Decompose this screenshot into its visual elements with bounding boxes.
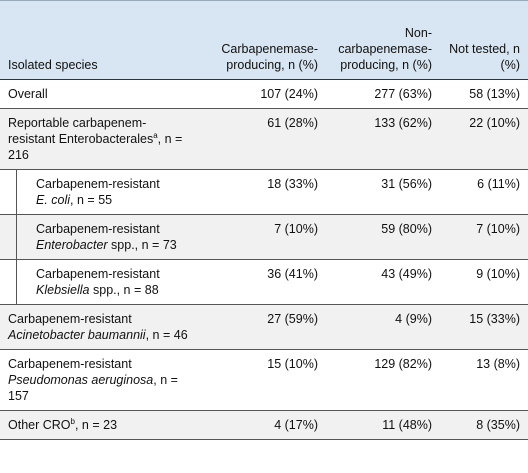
value-cell: 18 (33%) (267, 177, 318, 191)
value-cell: 31 (56%) (381, 177, 432, 191)
species-italic: Enterobacter (36, 238, 108, 252)
species-italic: Acinetobacter baumannii (8, 328, 146, 342)
footnote-mark: b (70, 416, 75, 426)
value-cell: 133 (62%) (374, 116, 432, 130)
value-cell: 11 (48%) (382, 418, 432, 432)
species-name: Overall (8, 87, 48, 101)
column-header: Isolated species (8, 58, 98, 72)
table-row: Carbapenem-resistant E. coli, n = 55 18 (3… (0, 169, 528, 215)
header-row: Isolated species Carbapenemase-producing,… (0, 0, 528, 80)
table-row: Carbapenem-resistant Pseudomonas aerugino… (0, 350, 528, 411)
table-row: Carbapenem-resistant Enterobacter spp., n… (0, 214, 528, 260)
value-cell: 43 (49%) (381, 267, 432, 281)
species-count: , n = 216 (8, 132, 183, 162)
value-cell: 9 (10%) (476, 267, 520, 281)
table-row: Carbapenem-resistant Acinetobacter bauman… (0, 304, 528, 350)
species-italic: E. coli (36, 193, 71, 207)
species-cell: Carbapenem-resistant E. coli, n = 55 (0, 169, 196, 215)
species-cell: Carbapenem-resistant Klebsiella spp., n =… (0, 259, 196, 305)
value-cell: 61 (28%) (267, 116, 318, 130)
table-row: Reportable carbapenem-resistant Enteroba… (0, 108, 528, 170)
species-italic: Pseudomonas aeruginosa (8, 373, 154, 387)
table-row: Other CROb, n = 23 4 (17%) 11 (48%) 8 (35%) (0, 410, 528, 440)
value-cell: 27 (59%) (267, 312, 318, 326)
species-count: , n = 55 (70, 193, 113, 207)
table-row: Overall 107 (24%) 277 (63%) 58 (13%) (0, 80, 528, 109)
species-cell: Reportable carbapenem-resistant Enteroba… (0, 109, 196, 170)
species-count: , n = 23 (74, 418, 118, 432)
species-name: Other CRO (8, 418, 71, 432)
species-count: , n = 46 (145, 328, 188, 342)
value-cell: 58 (13%) (469, 87, 520, 101)
species-name: Carbapenem-resistant (8, 312, 132, 326)
table-body: Overall 107 (24%) 277 (63%) 58 (13%) Reporta… (0, 80, 528, 440)
value-cell: 107 (24%) (260, 87, 318, 101)
value-cell: 7 (10%) (476, 222, 520, 236)
species-cell: Other CROb, n = 23 (0, 411, 196, 440)
value-cell: 277 (63%) (374, 87, 432, 101)
species-count: spp., n = 88 (89, 283, 159, 297)
species-name: Carbapenem-resistant (36, 267, 160, 281)
value-cell: 6 (11%) (477, 177, 520, 191)
value-cell: 59 (80%) (381, 222, 432, 236)
species-cell: Overall (0, 80, 196, 109)
value-cell: 36 (41%) (267, 267, 318, 281)
column-header: Non-carbapenemase-producing, n (%) (338, 26, 432, 72)
value-cell: 15 (10%) (267, 357, 318, 371)
column-header: Not tested, n (%) (449, 42, 520, 72)
column-header: Carbapenemase-producing, n (%) (221, 42, 318, 72)
value-cell: 22 (10%) (469, 116, 520, 130)
value-cell: 4 (9%) (395, 312, 432, 326)
value-cell: 4 (17%) (274, 418, 318, 432)
species-cell: Carbapenem-resistant Enterobacter spp., n… (0, 214, 196, 260)
value-cell: 7 (10%) (274, 222, 318, 236)
value-cell: 15 (33%) (469, 312, 520, 326)
species-name: Reportable carbapenem-resistant Enteroba… (8, 116, 154, 146)
data-table: Isolated species Carbapenemase-producing,… (0, 0, 528, 440)
species-name: Carbapenem-resistant (8, 357, 132, 371)
species-cell: Carbapenem-resistant Pseudomonas aerugino… (0, 350, 196, 411)
table-row: Carbapenem-resistant Klebsiella spp., n =… (0, 259, 528, 305)
footnote-mark: a (153, 130, 158, 140)
value-cell: 13 (8%) (476, 357, 520, 371)
value-cell: 8 (35%) (476, 418, 520, 432)
species-count: spp., n = 73 (107, 238, 177, 252)
species-name: Carbapenem-resistant (36, 177, 160, 191)
species-cell: Carbapenem-resistant Acinetobacter bauman… (0, 305, 196, 350)
species-count: , n = 157 (8, 373, 178, 403)
species-name: Carbapenem-resistant (36, 222, 160, 236)
species-italic: Klebsiella (36, 283, 90, 297)
value-cell: 129 (82%) (374, 357, 432, 371)
